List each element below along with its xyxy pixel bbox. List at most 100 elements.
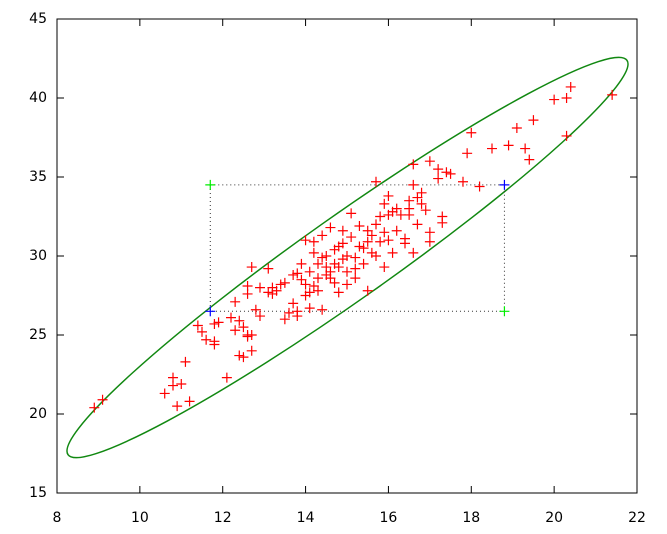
point bbox=[288, 269, 299, 280]
point bbox=[308, 281, 319, 292]
point bbox=[433, 173, 444, 184]
point bbox=[412, 192, 423, 203]
point bbox=[408, 247, 419, 258]
point bbox=[168, 380, 178, 391]
point bbox=[292, 306, 303, 317]
point bbox=[342, 251, 352, 261]
y-tick-label: 20 bbox=[29, 406, 47, 422]
point bbox=[524, 154, 535, 165]
point bbox=[89, 402, 100, 413]
point bbox=[279, 314, 290, 325]
point bbox=[192, 320, 203, 331]
x-tick-label: 8 bbox=[53, 510, 62, 526]
point bbox=[97, 394, 108, 405]
point bbox=[317, 252, 328, 263]
point bbox=[230, 296, 241, 307]
point bbox=[159, 388, 170, 399]
point bbox=[172, 401, 183, 412]
point bbox=[242, 331, 253, 342]
point bbox=[292, 268, 303, 279]
point bbox=[387, 247, 398, 258]
point bbox=[416, 187, 427, 198]
x-tick-label: 22 bbox=[628, 510, 646, 526]
x-tick-label: 16 bbox=[380, 510, 398, 526]
point bbox=[433, 164, 444, 175]
point bbox=[342, 266, 352, 277]
point bbox=[304, 303, 315, 314]
point bbox=[209, 336, 220, 347]
x-tick-label: 20 bbox=[545, 510, 563, 526]
point bbox=[561, 93, 572, 103]
point bbox=[400, 238, 410, 249]
point bbox=[362, 225, 373, 236]
point bbox=[565, 81, 576, 92]
point bbox=[346, 232, 357, 243]
point bbox=[375, 211, 386, 222]
y-tick-label: 45 bbox=[29, 11, 47, 27]
point bbox=[313, 258, 323, 269]
point bbox=[238, 322, 249, 333]
x-tick-label: 10 bbox=[131, 510, 149, 526]
point bbox=[317, 230, 328, 241]
point bbox=[383, 190, 394, 201]
point bbox=[350, 252, 361, 263]
y-tick-label: 35 bbox=[29, 169, 47, 185]
confidence-ellipse bbox=[66, 56, 629, 459]
point bbox=[379, 198, 390, 209]
point bbox=[313, 285, 323, 296]
point bbox=[528, 115, 539, 126]
point bbox=[358, 243, 369, 254]
point bbox=[511, 123, 522, 134]
point bbox=[255, 311, 265, 322]
point bbox=[209, 318, 220, 329]
point bbox=[346, 208, 357, 219]
point bbox=[342, 279, 352, 290]
point bbox=[404, 209, 415, 220]
y-tick-label: 40 bbox=[29, 90, 47, 106]
point bbox=[250, 304, 261, 315]
point bbox=[313, 273, 323, 284]
point bbox=[242, 281, 253, 292]
point bbox=[358, 258, 369, 269]
point bbox=[487, 143, 497, 154]
x-tick-label: 18 bbox=[462, 510, 480, 526]
point bbox=[184, 396, 195, 407]
point bbox=[371, 251, 381, 261]
point bbox=[371, 176, 381, 187]
point bbox=[337, 238, 348, 249]
point bbox=[362, 236, 373, 247]
point bbox=[234, 350, 245, 361]
point bbox=[246, 262, 257, 273]
point bbox=[379, 262, 390, 273]
point bbox=[424, 227, 435, 238]
point bbox=[437, 217, 448, 228]
point bbox=[499, 179, 510, 190]
point bbox=[499, 306, 510, 317]
point bbox=[404, 195, 415, 206]
point bbox=[226, 312, 236, 323]
point bbox=[238, 352, 249, 363]
point bbox=[333, 262, 344, 273]
point bbox=[304, 266, 315, 277]
point bbox=[474, 181, 485, 192]
point bbox=[561, 130, 572, 141]
point bbox=[366, 230, 377, 241]
point bbox=[255, 282, 265, 293]
point bbox=[462, 148, 473, 159]
point bbox=[420, 205, 431, 216]
point bbox=[520, 143, 531, 154]
point bbox=[197, 326, 207, 337]
point bbox=[304, 287, 315, 298]
point bbox=[379, 227, 390, 238]
y-tick-label: 15 bbox=[29, 485, 47, 501]
point bbox=[221, 372, 232, 383]
point bbox=[246, 330, 257, 340]
point bbox=[325, 266, 336, 277]
point bbox=[549, 94, 560, 105]
point bbox=[375, 236, 386, 247]
point bbox=[391, 225, 402, 236]
point bbox=[288, 298, 299, 309]
point bbox=[205, 306, 216, 317]
point bbox=[205, 179, 216, 190]
point bbox=[337, 225, 348, 236]
